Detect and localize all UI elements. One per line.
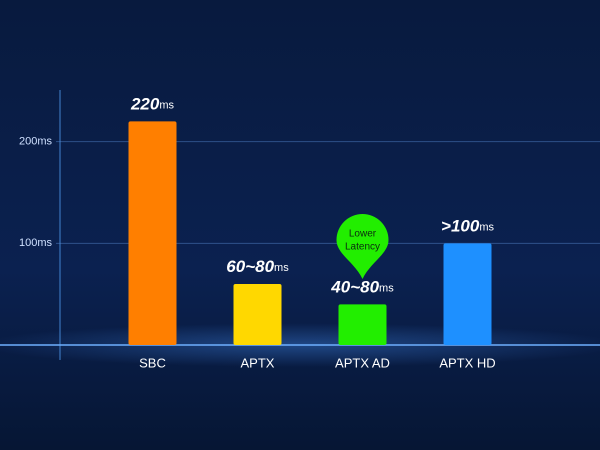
value-label-unit: ms	[479, 221, 494, 233]
value-label-unit: ms	[159, 99, 174, 111]
value-label: >100ms	[441, 217, 494, 236]
bar	[338, 304, 387, 345]
annotation-text: Latency	[345, 242, 380, 253]
value-label-number: 220	[130, 95, 160, 114]
value-label: 220ms	[130, 95, 175, 114]
value-label-number: 40~80	[330, 278, 379, 297]
value-label-unit: ms	[379, 282, 394, 294]
bar	[233, 284, 282, 345]
annotation-pin	[336, 214, 389, 279]
annotation: Lower Latency	[336, 214, 389, 279]
bar	[128, 121, 177, 345]
x-tick-label: APTX	[241, 355, 275, 370]
x-tick-label: APTX AD	[335, 355, 390, 370]
value-label: 60~80ms	[226, 257, 289, 276]
value-label-unit: ms	[274, 262, 289, 274]
bar	[443, 243, 492, 345]
value-label-number: >100	[441, 217, 480, 236]
y-tick-label: 100ms	[19, 237, 53, 249]
value-label-number: 60~80	[226, 257, 274, 276]
y-tick-label: 200ms	[19, 136, 53, 148]
x-tick-label: APTX HD	[439, 355, 495, 370]
value-label: 40~80ms	[330, 278, 394, 297]
x-tick-label: SBC	[139, 355, 166, 370]
annotation-text: Lower	[349, 229, 377, 240]
